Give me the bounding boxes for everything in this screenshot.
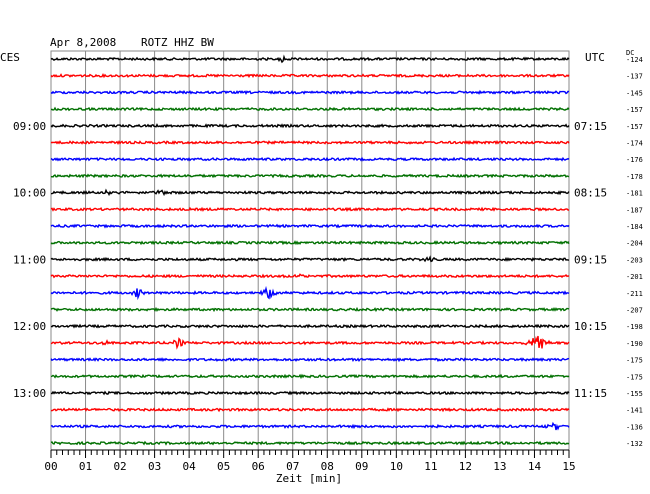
x-tick-label: 00 xyxy=(44,460,57,473)
chart-station: ROTZ HHZ BW xyxy=(141,36,214,49)
dc-offset-column: -124 -137 -145 -157 -157 -174 -176 -178 -181 -187… xyxy=(626,56,643,448)
dc-offset-value: -155 xyxy=(626,390,643,398)
dc-offset-value: -157 xyxy=(626,106,643,114)
seismic-trace xyxy=(50,285,570,301)
dc-offset-value: -211 xyxy=(626,290,643,298)
seismic-trace xyxy=(50,73,570,79)
dc-offset-value: -201 xyxy=(626,273,643,281)
x-tick-label: 13 xyxy=(493,460,506,473)
x-tick-label: 09 xyxy=(355,460,368,473)
right-hour-label: 10:15 xyxy=(574,320,607,333)
dc-offset-value: -145 xyxy=(626,89,643,97)
right-hour-label: 09:15 xyxy=(574,253,607,266)
x-tick-label: 04 xyxy=(183,460,197,473)
x-axis-label: Zeit [min] xyxy=(276,472,342,485)
x-tick-label: 07 xyxy=(286,460,299,473)
seismic-trace xyxy=(50,390,570,396)
seismic-trace xyxy=(50,89,570,95)
left-timezone-label: CES xyxy=(0,51,20,64)
hour-labels: 09:00 10:00 11:00 12:00 13:00 07:15 08:15 09:15… xyxy=(13,120,607,400)
left-hour-label: 12:00 xyxy=(13,320,46,333)
seismic-trace xyxy=(50,373,570,380)
dc-offset-value: -203 xyxy=(626,256,643,264)
x-tick-label: 10 xyxy=(390,460,403,473)
seismic-trace xyxy=(50,140,570,146)
left-hour-label: 13:00 xyxy=(13,387,46,400)
seismic-trace xyxy=(50,357,570,363)
dc-offset-value: -190 xyxy=(626,340,643,348)
seismic-trace xyxy=(50,273,570,279)
x-axis: 00 01 02 03 04 05 06 07 08 09 10 11 12 13 14 15 xyxy=(44,449,576,473)
dc-offset-value: -204 xyxy=(626,240,643,248)
seismic-trace xyxy=(50,440,570,446)
right-hour-label: 11:15 xyxy=(574,387,607,400)
seismic-trace xyxy=(50,156,570,162)
seismic-trace xyxy=(50,306,570,313)
right-hour-label: 08:15 xyxy=(574,187,607,200)
left-hour-label: 11:00 xyxy=(13,253,46,266)
dc-offset-value: -184 xyxy=(626,223,643,231)
x-tick-label: 01 xyxy=(79,460,92,473)
seismic-trace xyxy=(50,240,570,246)
dc-offset-value: -187 xyxy=(626,206,643,214)
x-tick-label: 05 xyxy=(217,460,230,473)
x-tick-label: 12 xyxy=(459,460,472,473)
x-tick-label: 11 xyxy=(424,460,437,473)
left-hour-label: 09:00 xyxy=(13,120,46,133)
chart-grid xyxy=(50,50,570,451)
left-hour-label: 10:00 xyxy=(13,187,46,200)
dc-offset-value: -141 xyxy=(626,407,643,415)
dc-offset-value: -174 xyxy=(626,140,643,148)
dc-column-label: DC xyxy=(626,49,634,57)
x-tick-label: 06 xyxy=(252,460,265,473)
seismic-trace xyxy=(50,407,570,413)
seismic-trace xyxy=(50,188,570,197)
dc-offset-value: -124 xyxy=(626,56,643,64)
dc-offset-value: -136 xyxy=(626,423,643,431)
chart-date: Apr 8,2008 xyxy=(50,36,116,49)
seismic-trace xyxy=(50,54,570,64)
seismic-trace xyxy=(50,421,570,431)
seismic-trace xyxy=(50,323,570,329)
x-tick-label: 03 xyxy=(148,460,161,473)
dc-offset-value: -178 xyxy=(626,173,643,181)
seismic-trace xyxy=(50,106,570,112)
plot-frame xyxy=(50,50,570,451)
seismic-trace xyxy=(50,223,570,229)
trace-group xyxy=(50,54,570,446)
dc-offset-value: -175 xyxy=(626,357,643,365)
dc-offset-value: -207 xyxy=(626,307,643,315)
seismic-trace xyxy=(50,335,570,350)
dc-offset-value: -198 xyxy=(626,323,643,331)
dc-offset-value: -181 xyxy=(626,190,643,198)
x-tick-label: 08 xyxy=(321,460,334,473)
dc-offset-value: -175 xyxy=(626,373,643,381)
seismic-trace xyxy=(50,173,570,179)
dc-offset-value: -176 xyxy=(626,156,643,164)
right-hour-label: 07:15 xyxy=(574,120,607,133)
dc-offset-value: -137 xyxy=(626,73,643,81)
dc-offset-value: -157 xyxy=(626,123,643,131)
x-tick-label: 02 xyxy=(113,460,126,473)
dc-offset-value: -132 xyxy=(626,440,643,448)
right-timezone-label: UTC xyxy=(585,51,605,64)
seismic-trace xyxy=(50,123,570,129)
x-tick-label: 15 xyxy=(562,460,575,473)
x-tick-label: 14 xyxy=(528,460,542,473)
seismic-trace xyxy=(50,206,569,212)
seismic-trace xyxy=(50,255,569,263)
